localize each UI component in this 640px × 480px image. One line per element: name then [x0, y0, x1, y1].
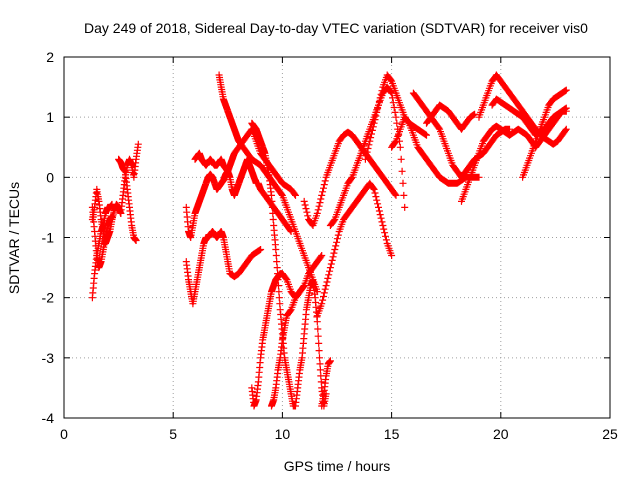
series-track-12: [268, 252, 326, 410]
y-axis: -4 -3 -2 -1 0 1 2: [42, 49, 610, 426]
x-tick-label: 5: [169, 426, 177, 442]
series-track-14: [313, 179, 396, 320]
y-tick-label: -4: [42, 410, 55, 426]
x-tick-label: 20: [493, 426, 509, 442]
y-tick-label: -2: [42, 290, 55, 306]
series-track-03: [88, 203, 116, 272]
y-tick-label: 1: [46, 109, 54, 125]
series-track-11: [248, 119, 330, 410]
x-tick-label: 10: [275, 426, 291, 442]
y-tick-label: 0: [46, 169, 54, 185]
y-tick-label: -3: [42, 350, 55, 366]
series-track-07: [182, 228, 265, 308]
series-track-24: [519, 86, 570, 181]
series-track-08: [191, 125, 299, 199]
chart-title: Day 249 of 2018, Sidereal Day-to-day VTE…: [84, 20, 588, 36]
series-track-05: [115, 155, 140, 244]
series-track-06: [182, 155, 295, 241]
y-tick-label: -1: [42, 230, 55, 246]
x-axis-label: GPS time / hours: [284, 458, 391, 474]
x-axis: 0 5 10 15 20 25: [60, 57, 618, 442]
x-tick-label: 0: [60, 426, 68, 442]
series-track-09: [215, 71, 321, 296]
data-series-group: [88, 71, 570, 410]
series-track-20: [423, 101, 479, 133]
series-track-13: [318, 357, 334, 410]
x-tick-label: 25: [602, 426, 618, 442]
series-track-15: [300, 128, 400, 229]
y-axis-label: SDTVAR / TECUs: [6, 182, 22, 294]
x-tick-label: 15: [384, 426, 400, 442]
y-tick-label: 2: [46, 49, 54, 65]
